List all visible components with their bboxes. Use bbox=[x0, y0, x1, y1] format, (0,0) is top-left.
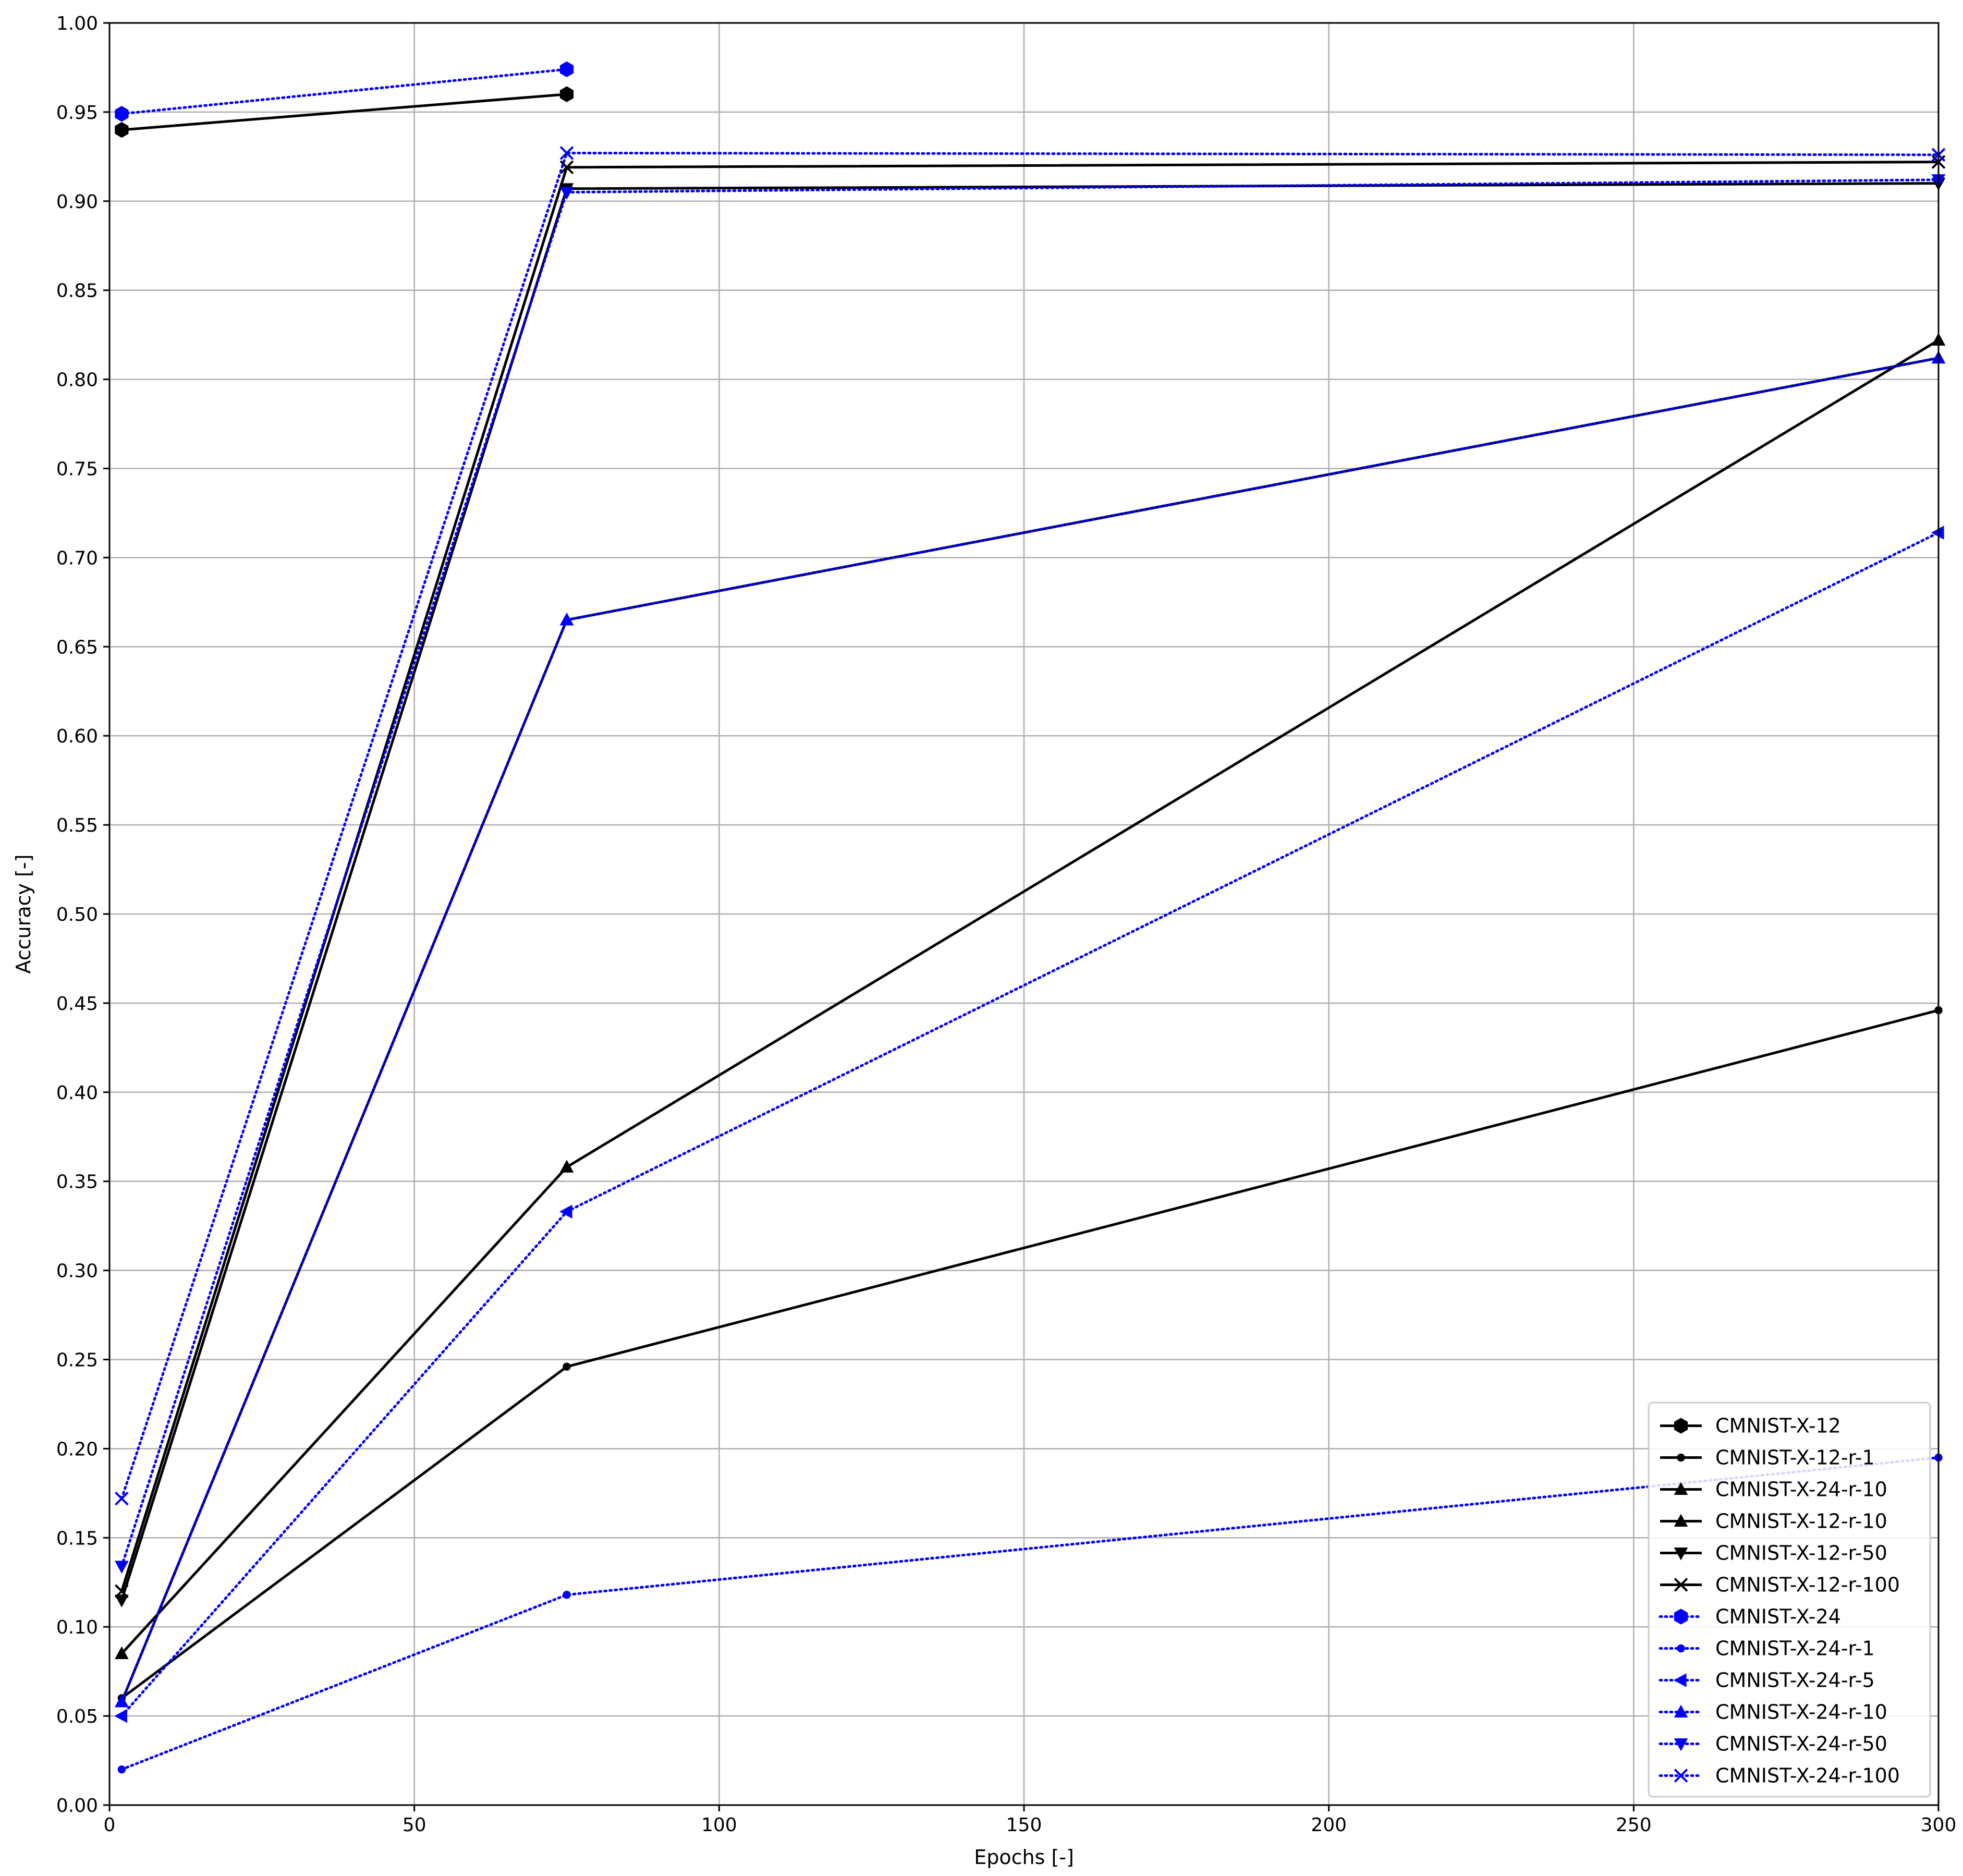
y-tick-label: 0.40 bbox=[56, 1082, 98, 1104]
data-point-point bbox=[117, 1765, 126, 1774]
legend-marker-x bbox=[1674, 1578, 1688, 1592]
legend-entry-label: CMNIST-X-24-r-1 bbox=[1715, 1637, 1875, 1660]
x-tick-label: 250 bbox=[1616, 1814, 1652, 1836]
y-tick-label: 0.55 bbox=[56, 815, 98, 836]
y-tick-label: 0.85 bbox=[56, 281, 98, 302]
data-point-x bbox=[559, 160, 574, 175]
x-tick-label: 300 bbox=[1921, 1814, 1957, 1836]
y-tick-label: 0.20 bbox=[56, 1439, 98, 1460]
series-line bbox=[120, 1456, 1940, 1771]
tick-layer: 0 50 100 150 200 250 300 0.00 0.05 0.10 0.15 0.20 0.… bbox=[56, 13, 1957, 1836]
data-point-triangle-left bbox=[1931, 526, 1944, 540]
y-tick-label: 0.35 bbox=[56, 1172, 98, 1193]
legend-marker-triangle-up bbox=[1674, 1514, 1688, 1527]
data-point-hexagon bbox=[559, 86, 574, 102]
series-CMNIST-X-12 bbox=[115, 86, 574, 138]
grid-layer bbox=[108, 22, 1940, 1806]
legend-marker-triangle-left bbox=[1674, 1673, 1687, 1687]
legend-entry-label: CMNIST-X-12-r-10 bbox=[1715, 1510, 1887, 1533]
y-tick-label: 1.00 bbox=[56, 13, 98, 34]
y-tick-label: 0.80 bbox=[56, 370, 98, 391]
y-tick-label: 0.15 bbox=[56, 1528, 98, 1549]
y-tick-label: 0.05 bbox=[56, 1706, 98, 1727]
data-point-triangle-up bbox=[559, 1160, 574, 1173]
legend-entry-label: CMNIST-X-12-r-50 bbox=[1715, 1542, 1887, 1565]
data-point-point bbox=[563, 1362, 571, 1371]
legend-entry-label: CMNIST-X-24-r-5 bbox=[1715, 1669, 1875, 1692]
legend-marker-x bbox=[1674, 1769, 1688, 1783]
data-point-triangle-left bbox=[114, 1709, 127, 1723]
legend-marker-triangle-down bbox=[1674, 1738, 1688, 1751]
x-tick-label: 150 bbox=[1006, 1814, 1042, 1836]
y-tick-label: 0.75 bbox=[56, 459, 98, 480]
legend-marker-point bbox=[1677, 1453, 1685, 1462]
y-tick-label: 0.25 bbox=[56, 1350, 98, 1371]
legend-entry-label: CMNIST-X-12 bbox=[1715, 1415, 1841, 1438]
y-tick-label: 0.65 bbox=[56, 637, 98, 658]
x-tick-label: 200 bbox=[1311, 1814, 1347, 1836]
legend-marker-triangle-down bbox=[1674, 1548, 1688, 1561]
x-axis-label: Epochs [-] bbox=[974, 1846, 1074, 1869]
y-tick-label: 0.90 bbox=[56, 191, 98, 213]
legend-entry-label: CMNIST-X-24-r-10 bbox=[1715, 1701, 1887, 1724]
legend-marker-hexagon bbox=[1674, 1609, 1688, 1625]
data-point-triangle-down bbox=[559, 187, 574, 200]
x-tick-label: 100 bbox=[701, 1814, 737, 1836]
x-tick-label: 50 bbox=[403, 1814, 426, 1836]
data-point-x bbox=[559, 146, 574, 160]
series-CMNIST-X-24 bbox=[115, 61, 574, 122]
data-point-hexagon bbox=[559, 61, 574, 78]
legend-marker-triangle-up bbox=[1674, 1482, 1688, 1495]
legend-marker-hexagon bbox=[1674, 1418, 1688, 1434]
legend-entry-label: CMNIST-X-12-r-1 bbox=[1715, 1446, 1875, 1469]
series-CMNIST-X-24-r-5 bbox=[114, 526, 1944, 1723]
y-tick-label: 0.95 bbox=[56, 102, 98, 124]
y-tick-label: 0.00 bbox=[56, 1795, 98, 1817]
legend: CMNIST-X-12 CMNIST-X-12-r-1 CMNIST-X-24-r-… bbox=[1648, 1402, 1931, 1798]
y-tick-label: 0.30 bbox=[56, 1261, 98, 1282]
y-axis-label: Accuracy [-] bbox=[12, 855, 35, 974]
data-point-triangle-up bbox=[559, 613, 574, 626]
series-layer bbox=[114, 61, 1946, 1774]
legend-entry-label: CMNIST-X-24-r-10 bbox=[1715, 1478, 1887, 1501]
legend-entry-label: CMNIST-X-24 bbox=[1715, 1605, 1841, 1628]
y-tick-label: 0.60 bbox=[56, 726, 98, 747]
legend-entry-label: CMNIST-X-24-r-50 bbox=[1715, 1733, 1887, 1756]
legend-entry-label: CMNIST-X-24-r-100 bbox=[1715, 1764, 1900, 1787]
series-line bbox=[121, 93, 567, 131]
data-point-hexagon bbox=[115, 106, 129, 122]
y-tick-label: 0.50 bbox=[56, 904, 98, 925]
legend-marker-triangle-up bbox=[1674, 1704, 1688, 1717]
data-point-triangle-down bbox=[115, 1594, 129, 1607]
y-tick-label: 0.45 bbox=[56, 993, 98, 1015]
data-point-triangle-down bbox=[115, 1561, 129, 1574]
legend-marker-point bbox=[1677, 1644, 1685, 1653]
data-point-triangle-up bbox=[115, 1694, 129, 1708]
legend-entry-label: CMNIST-X-12-r-100 bbox=[1715, 1574, 1900, 1597]
data-point-x bbox=[115, 1491, 129, 1506]
y-tick-label: 0.70 bbox=[56, 547, 98, 569]
data-point-point bbox=[563, 1590, 571, 1599]
data-point-hexagon bbox=[115, 121, 129, 138]
data-point-triangle-up bbox=[115, 1646, 129, 1659]
data-point-x bbox=[115, 1584, 129, 1599]
series-line bbox=[120, 68, 568, 115]
x-tick-label: 0 bbox=[104, 1814, 116, 1836]
data-point-triangle-left bbox=[559, 1204, 572, 1219]
y-tick-label: 0.10 bbox=[56, 1617, 98, 1638]
legend-box bbox=[1648, 1402, 1931, 1798]
